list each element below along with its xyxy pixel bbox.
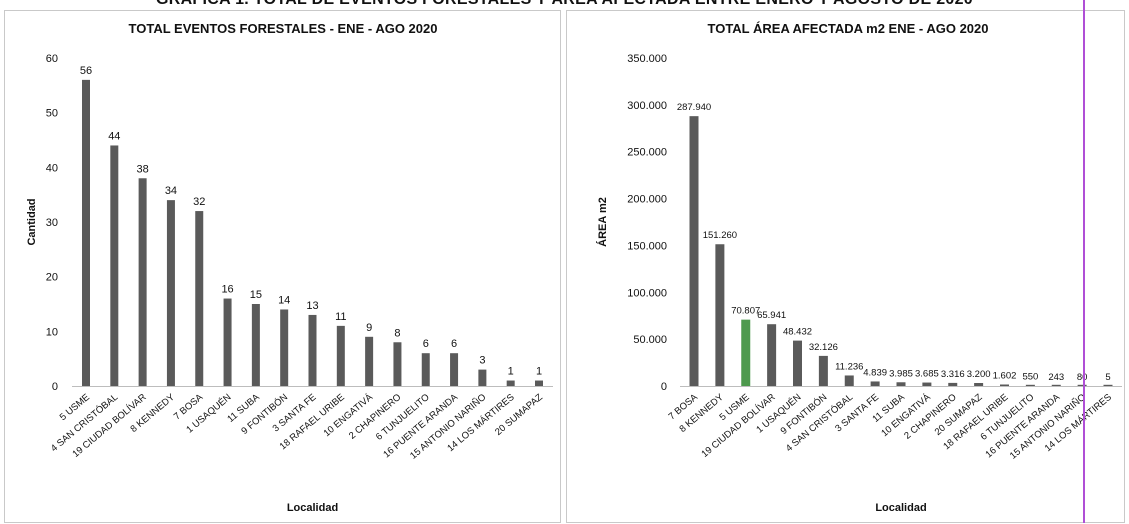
bar — [741, 319, 751, 386]
y-tick-label: 20 — [46, 272, 58, 284]
data-label: 3.685 — [915, 369, 939, 380]
data-label: 550 — [1022, 371, 1038, 382]
bar — [974, 383, 984, 386]
y-tick-label: 200.000 — [627, 194, 667, 206]
page-title: GRÁFICA 1. TOTAL DE EVENTOS FORESTALES Y… — [0, 0, 1129, 9]
data-label: 6 — [451, 338, 457, 350]
data-label: 14 — [278, 294, 290, 306]
bar — [1025, 384, 1035, 386]
data-label: 13 — [306, 300, 318, 312]
bar — [1000, 384, 1009, 386]
bar — [922, 382, 932, 386]
y-tick-label: 300.000 — [627, 100, 667, 112]
data-label: 70.807 — [731, 306, 760, 317]
bar — [793, 340, 802, 386]
bar — [870, 381, 880, 386]
chart-title: TOTAL EVENTOS FORESTALES - ENE - AGO 202… — [129, 21, 438, 36]
data-label: 11.236 — [835, 361, 863, 372]
data-label: 65.941 — [757, 310, 786, 321]
data-label: 1 — [536, 366, 542, 378]
data-label: 151.260 — [703, 230, 737, 241]
bar — [365, 336, 374, 386]
data-label: 15 — [250, 289, 262, 301]
area-chart-svg: TOTAL ÁREA AFECTADA m2 ENE - AGO 2020 ÁRE… — [596, 21, 1122, 514]
data-label: 11 — [335, 311, 346, 323]
data-label: 1.602 — [993, 370, 1017, 381]
bar — [896, 382, 906, 386]
bar — [844, 375, 854, 386]
bar — [450, 353, 459, 386]
data-label: 38 — [137, 163, 149, 175]
bar — [280, 309, 289, 386]
data-label: 6 — [423, 338, 429, 350]
bar — [1103, 384, 1113, 386]
y-tick-label: 350.000 — [627, 53, 667, 65]
bar — [506, 380, 515, 386]
y-tick-label: 60 — [46, 53, 58, 65]
bar — [1051, 384, 1061, 386]
data-label: 1 — [508, 366, 514, 378]
data-label: 9 — [366, 322, 372, 334]
bar — [138, 178, 147, 386]
y-tick-label: 30 — [46, 217, 58, 229]
data-label: 34 — [165, 185, 177, 197]
data-label: 56 — [80, 65, 92, 77]
events-chart-svg: TOTAL EVENTOS FORESTALES - ENE - AGO 202… — [26, 21, 553, 514]
bar — [767, 324, 777, 386]
data-label: 3.985 — [889, 368, 913, 379]
data-label: 3.200 — [967, 369, 991, 380]
chart-panel-events: TOTAL EVENTOS FORESTALES - ENE - AGO 202… — [4, 10, 561, 523]
y-tick-label: 0 — [52, 381, 58, 393]
bar — [336, 325, 345, 386]
bar — [223, 298, 232, 386]
bar — [421, 353, 430, 386]
data-label: 287.940 — [677, 102, 711, 113]
x-axis-label: Localidad — [287, 502, 338, 514]
chart-title: TOTAL ÁREA AFECTADA m2 ENE - AGO 2020 — [708, 21, 989, 36]
bar — [948, 382, 958, 386]
y-tick-label: 100.000 — [627, 287, 667, 299]
data-label: 3.316 — [941, 369, 965, 380]
chart-panel-area: TOTAL ÁREA AFECTADA m2 ENE - AGO 2020 ÁRE… — [566, 10, 1125, 523]
data-label: 32 — [193, 196, 205, 208]
data-label: 8 — [394, 327, 400, 339]
bar — [166, 200, 175, 386]
y-tick-label: 50 — [46, 108, 58, 120]
bar — [535, 380, 543, 386]
bar — [110, 145, 119, 386]
y-tick-label: 250.000 — [627, 147, 667, 159]
y-tick-label: 40 — [46, 162, 58, 174]
data-label: 80 — [1077, 372, 1088, 383]
data-label: 3 — [479, 355, 485, 367]
y-axis-label: Cantidad — [26, 198, 38, 245]
bar — [715, 244, 725, 386]
bar — [689, 116, 699, 386]
data-label: 4.839 — [863, 367, 887, 378]
x-axis-label: Localidad — [875, 502, 926, 514]
bar — [478, 369, 487, 386]
y-tick-label: 10 — [46, 326, 58, 338]
y-tick-label: 150.000 — [627, 240, 667, 252]
bar — [1077, 384, 1087, 386]
data-label: 5 — [1105, 372, 1110, 383]
y-axis-label: ÁREA m2 — [596, 197, 609, 247]
data-label: 44 — [108, 130, 120, 142]
y-tick-label: 50.000 — [633, 334, 667, 346]
bar — [251, 304, 260, 386]
data-label: 16 — [221, 284, 233, 296]
vertical-marker-line — [1083, 0, 1085, 523]
y-tick-label: 0 — [661, 381, 667, 393]
bar — [393, 342, 402, 386]
bar — [818, 355, 828, 386]
data-label: 243 — [1048, 372, 1064, 383]
bar — [195, 211, 204, 386]
bar — [308, 314, 317, 386]
data-label: 32.126 — [809, 342, 838, 353]
data-label: 48.432 — [783, 327, 812, 338]
bar — [82, 79, 90, 386]
